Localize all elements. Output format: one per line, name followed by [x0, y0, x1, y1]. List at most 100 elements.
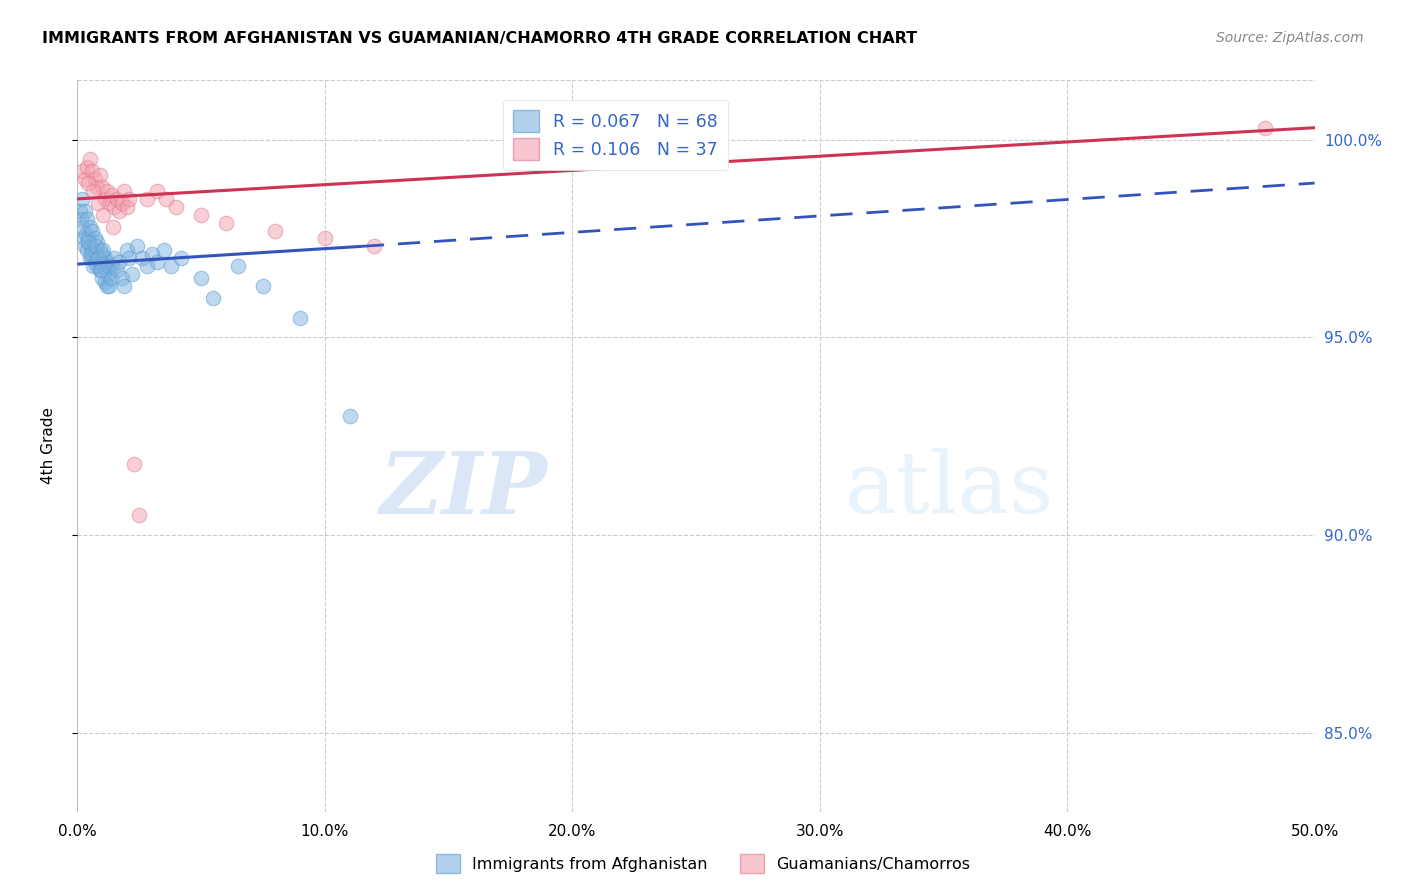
Point [121, 267, 143, 281]
Point [89, 263, 111, 277]
Point [82, 223, 104, 237]
Point [112, 184, 135, 198]
Point [288, 310, 311, 325]
Point [73, 203, 96, 218]
Point [103, 219, 125, 234]
Point [87, 251, 110, 265]
Point [86, 235, 108, 250]
Point [105, 263, 128, 277]
Point [77, 176, 100, 190]
Point [89, 168, 111, 182]
Point [91, 247, 114, 261]
Point [89, 244, 111, 258]
Point [86, 259, 108, 273]
Point [90, 255, 112, 269]
Point [101, 259, 124, 273]
Point [93, 275, 115, 289]
Point [73, 172, 96, 186]
Point [96, 255, 118, 269]
Point [72, 231, 94, 245]
Point [75, 227, 97, 242]
Point [103, 200, 125, 214]
Point [82, 259, 104, 273]
Point [91, 244, 114, 258]
Point [79, 219, 101, 234]
Point [135, 192, 157, 206]
Point [72, 219, 94, 234]
Point [91, 180, 114, 194]
Point [115, 200, 138, 214]
Point [103, 251, 125, 265]
Text: ZIP: ZIP [380, 448, 547, 532]
Point [111, 195, 134, 210]
Y-axis label: 4th Grade: 4th Grade [42, 408, 56, 484]
Point [96, 184, 118, 198]
Point [91, 208, 114, 222]
Point [314, 231, 336, 245]
Point [69, 203, 91, 218]
Point [83, 231, 105, 245]
Point [108, 203, 131, 218]
Point [101, 188, 124, 202]
Legend: R = 0.067   N = 68, R = 0.106   N = 37: R = 0.067 N = 68, R = 0.106 N = 37 [503, 100, 728, 170]
Legend: Immigrants from Afghanistan, Guamanians/Chamorros: Immigrants from Afghanistan, Guamanians/… [429, 847, 977, 880]
Point [141, 247, 163, 261]
Point [82, 184, 104, 198]
Point [252, 278, 274, 293]
Point [91, 259, 114, 273]
Point [202, 291, 225, 305]
Point [160, 259, 183, 273]
Point [86, 180, 108, 194]
Point [84, 239, 107, 253]
Point [93, 251, 115, 265]
Point [77, 231, 100, 245]
Point [76, 211, 98, 226]
Point [363, 239, 385, 253]
Point [155, 192, 177, 206]
Point [87, 195, 110, 210]
Point [98, 195, 121, 210]
Point [80, 247, 103, 261]
Point [93, 192, 115, 206]
Point [108, 255, 131, 269]
Point [153, 244, 176, 258]
Point [100, 271, 122, 285]
Point [125, 239, 148, 253]
Point [112, 278, 135, 293]
Point [190, 271, 212, 285]
Point [76, 161, 98, 175]
Point [98, 278, 121, 293]
Text: atlas: atlas [845, 449, 1053, 532]
Point [226, 259, 249, 273]
Point [84, 247, 107, 261]
Point [128, 508, 150, 523]
Point [96, 278, 118, 293]
Point [80, 239, 103, 253]
Text: IMMIGRANTS FROM AFGHANISTAN VS GUAMANIAN/CHAMORRO 4TH GRADE CORRELATION CHART: IMMIGRANTS FROM AFGHANISTAN VS GUAMANIAN… [42, 31, 917, 46]
Point [82, 164, 104, 178]
Point [83, 172, 105, 186]
Point [339, 409, 361, 424]
Point [90, 263, 112, 277]
Point [122, 457, 145, 471]
Point [165, 200, 187, 214]
Point [79, 251, 101, 265]
Point [1254, 120, 1277, 135]
Point [118, 251, 141, 265]
Point [264, 223, 287, 237]
Point [94, 263, 117, 277]
Point [73, 239, 96, 253]
Point [82, 244, 104, 258]
Point [79, 153, 101, 167]
Point [70, 211, 93, 226]
Point [145, 255, 167, 269]
Point [87, 251, 110, 265]
Point [145, 184, 167, 198]
Point [72, 164, 94, 178]
Point [77, 235, 100, 250]
Point [118, 192, 141, 206]
Point [105, 192, 128, 206]
Point [170, 251, 193, 265]
Point [215, 216, 238, 230]
Point [91, 271, 114, 285]
